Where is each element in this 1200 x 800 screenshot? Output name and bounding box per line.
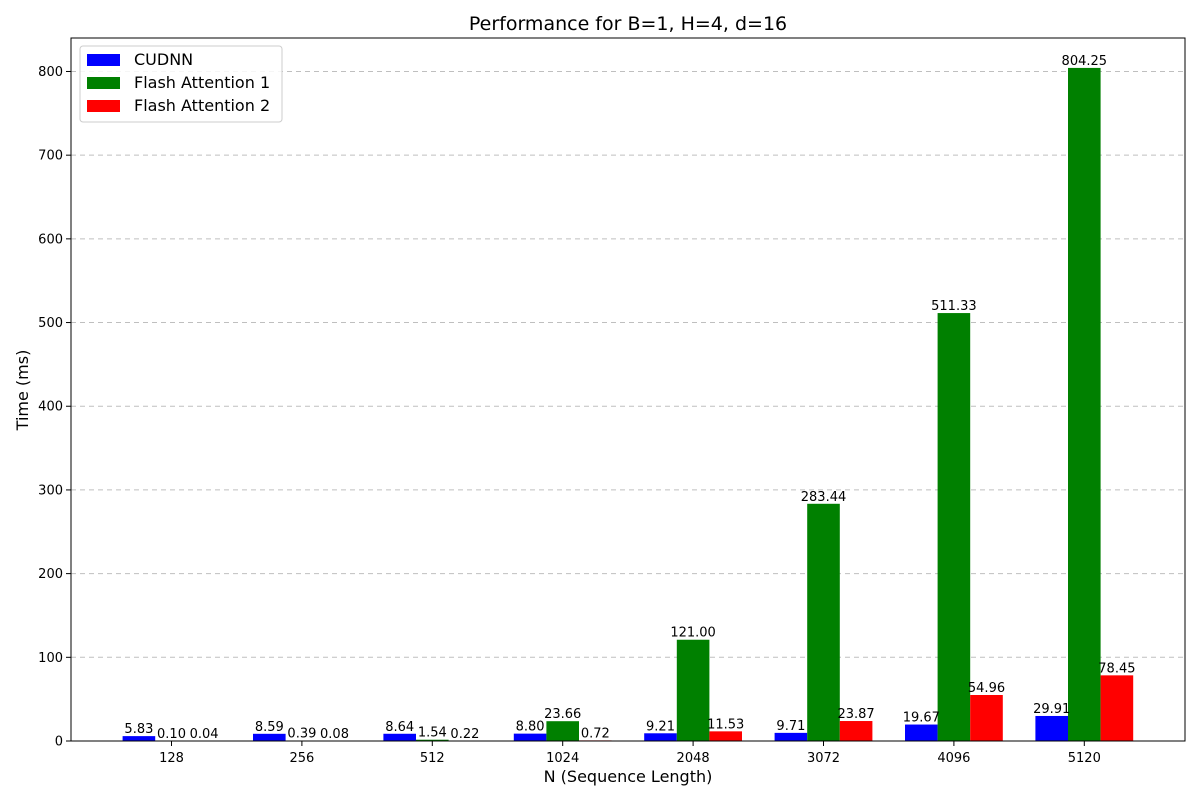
x-tick-label: 4096 [937,751,970,766]
y-tick-label: 400 [38,400,63,415]
y-tick-label: 700 [38,149,63,164]
bar-flash-attention-1 [416,739,449,741]
legend-label-flash-attention-2: Flash Attention 2 [134,96,270,115]
bar-value-label: 5.83 [124,722,153,737]
bar-value-label: 29.91 [1033,702,1070,717]
bar-flash-attention-2 [709,731,742,741]
y-tick-label: 500 [38,316,63,331]
x-tick-label: 3072 [807,751,840,766]
x-axis-ticks: 128 256 512 1024 2048 3072 4096 5120 [159,741,1101,766]
bar-flash-attention-2 [1100,675,1134,741]
bar-value-label: 78.45 [1098,661,1135,676]
x-tick-label: 128 [159,751,184,766]
bar-value-label: 11.53 [707,717,744,732]
x-axis-title: N (Sequence Length) [544,767,713,786]
bar-value-label: 0.08 [320,727,349,742]
y-axis-title: Time (ms) [13,350,32,432]
bar-value-label: 8.59 [255,720,284,735]
bar-value-label: 23.66 [544,707,581,722]
bar-cudnn [122,736,156,741]
x-tick-label: 256 [289,751,314,766]
bar-flash-attention-1 [546,721,579,741]
bar-flash-attention-1 [1068,67,1101,742]
bar-cudnn [774,732,808,741]
plot-frame [70,37,1186,742]
y-axis-ticks: 0 100 200 300 400 500 600 700 800 [38,65,71,750]
legend: CUDNN Flash Attention 1 Flash Attention … [79,45,283,123]
legend-label-flash-attention-1: Flash Attention 1 [134,73,270,92]
bar-value-label: 0.39 [287,727,316,742]
bar-value-label: 9.71 [776,719,805,734]
bar-value-label: 804.25 [1062,54,1108,69]
bar-value-label: 511.33 [931,299,977,314]
bar-value-label: 0.22 [450,727,479,742]
bar-cudnn [1035,715,1068,741]
bar-value-label: 54.96 [968,681,1005,696]
x-tick-label: 1024 [546,751,579,766]
y-tick-label: 200 [38,567,63,582]
bar-value-label: 9.21 [646,719,675,734]
bar-value-label: 121.00 [670,626,716,641]
bar-value-label: 19.67 [903,711,940,726]
bar-value-label: 8.64 [385,720,414,735]
y-tick-label: 800 [38,65,63,80]
grid-lines [71,70,1185,658]
bar-flash-attention-1 [807,503,840,741]
bar-flash-attention-1 [676,639,710,741]
x-tick-label: 512 [420,751,445,766]
bar-value-label: 1.54 [418,726,447,741]
x-tick-label: 2048 [677,751,710,766]
legend-swatch-flash-attention-2 [87,100,120,112]
chart-title: Performance for B=1, H=4, d=16 [469,13,787,35]
legend-label-cudnn: CUDNN [134,50,193,69]
bar-value-label: 283.44 [801,490,847,505]
bar-labels: 5.83 8.59 8.64 8.80 9.21 9.71 19.67 29.91 0.10 0.… [124,54,1135,742]
bar-cudnn [905,724,938,741]
bar-flash-attention-2 [970,695,1003,741]
bar-value-label: 0.72 [581,726,610,741]
y-tick-label: 300 [38,483,63,498]
legend-swatch-cudnn [87,54,120,66]
bar-cudnn [644,733,677,741]
bar-flash-attention-2 [839,721,873,741]
legend-swatch-flash-attention-1 [87,77,120,89]
bar-cudnn [383,733,416,741]
bar-cudnn [253,733,286,741]
bar-value-label: 23.87 [837,707,874,722]
bar-value-label: 8.80 [516,720,545,735]
bar-value-label: 0.04 [190,727,219,742]
y-tick-label: 600 [38,232,63,247]
y-tick-label: 100 [38,651,63,666]
y-tick-label: 0 [55,735,63,750]
bar-flash-attention-1 [937,313,971,741]
legend-box [79,45,283,123]
bars [122,67,1134,742]
x-tick-label: 5120 [1068,751,1101,766]
bar-value-label: 0.10 [157,727,186,742]
bar-cudnn [513,733,547,741]
